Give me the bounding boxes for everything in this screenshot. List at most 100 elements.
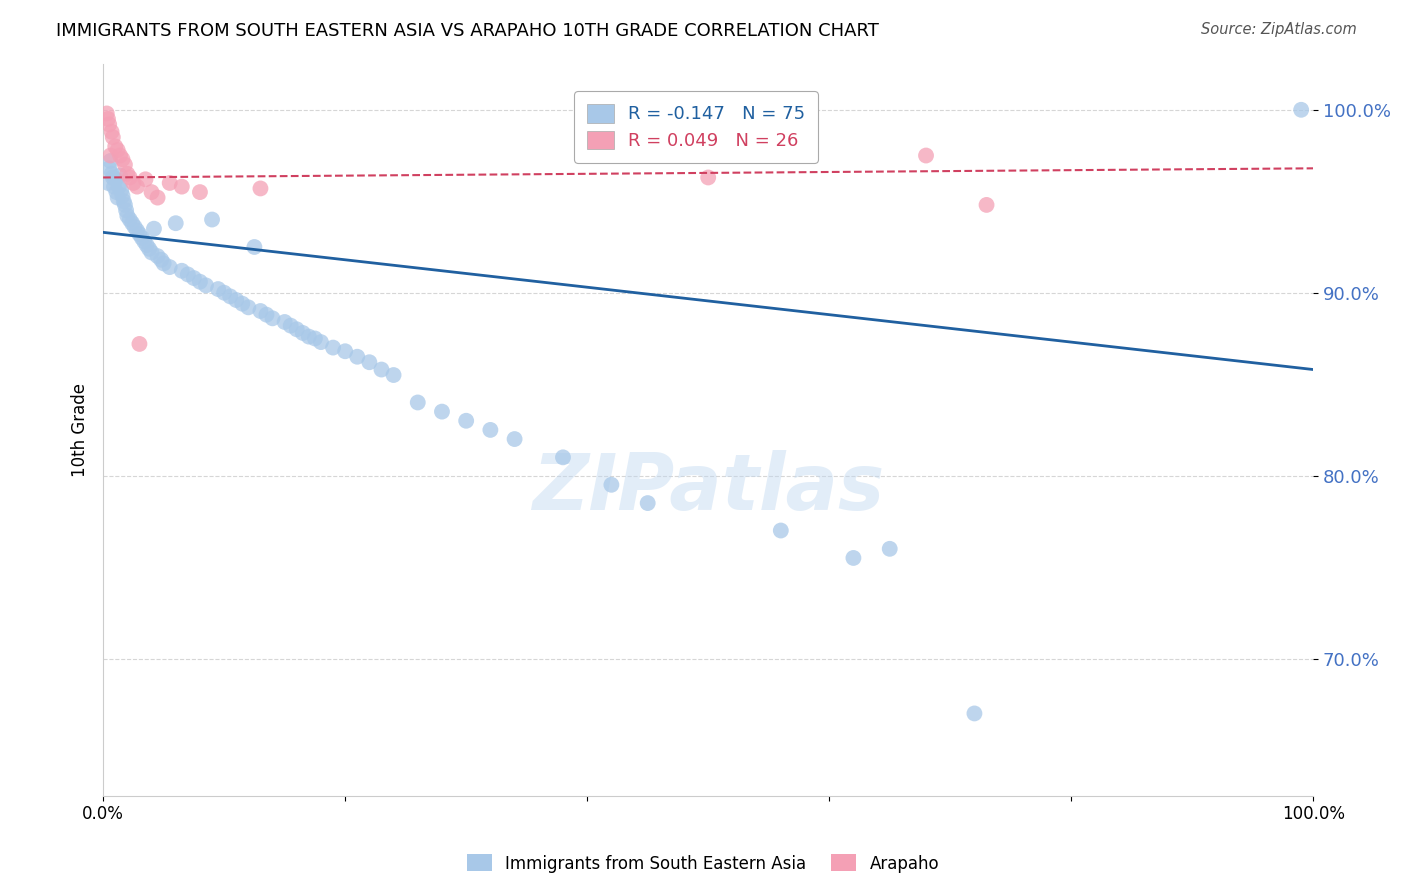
Point (177, 268, 200, 282)
Point (188, 185, 211, 199)
Legend: R = -0.147   N = 75, R = 0.049   N = 26: R = -0.147 N = 75, R = 0.049 N = 26 (574, 91, 818, 162)
Point (322, 341, 344, 355)
Point (134, 235, 156, 249)
Point (359, 355, 381, 369)
Point (142, 221, 165, 235)
Point (159, 176, 181, 190)
Point (238, 301, 260, 315)
Point (97, 176, 120, 190)
Point (697, 170, 720, 185)
Point (96, 106, 118, 120)
Point (150, 252, 173, 267)
Point (104, 139, 127, 153)
Point (107, 191, 129, 205)
Point (128, 227, 150, 242)
Point (183, 271, 205, 285)
Point (125, 223, 148, 237)
Point (304, 331, 326, 345)
Point (456, 414, 478, 428)
Point (100, 125, 122, 139)
Point (195, 278, 218, 293)
Point (117, 167, 139, 181)
Point (135, 238, 157, 252)
Text: ZIPatlas: ZIPatlas (531, 450, 884, 526)
Point (249, 304, 271, 318)
Point (110, 183, 132, 197)
Point (146, 191, 169, 205)
Y-axis label: 10th Grade: 10th Grade (72, 383, 89, 477)
Point (111, 188, 134, 202)
Point (207, 282, 229, 296)
Point (100, 167, 122, 181)
Point (842, 551, 865, 566)
Point (551, 450, 574, 465)
Point (262, 311, 284, 326)
Point (243, 240, 266, 254)
Point (117, 209, 139, 223)
Point (134, 172, 156, 186)
Point (98, 161, 121, 176)
Point (1289, 103, 1312, 117)
Point (503, 432, 526, 446)
Point (273, 315, 295, 329)
Point (976, 198, 998, 212)
Point (101, 130, 124, 145)
Point (285, 322, 308, 336)
Point (114, 198, 136, 212)
Point (346, 350, 368, 364)
Point (128, 337, 150, 351)
Point (170, 179, 193, 194)
Point (118, 212, 141, 227)
Text: IMMIGRANTS FROM SOUTH EASTERN ASIA VS ARAPAHO 10TH GRADE CORRELATION CHART: IMMIGRANTS FROM SOUTH EASTERN ASIA VS AR… (56, 22, 879, 40)
Point (122, 176, 145, 190)
Point (125, 179, 148, 194)
Point (201, 212, 224, 227)
Point (406, 395, 429, 409)
Point (107, 143, 129, 157)
Point (479, 423, 502, 437)
Point (138, 242, 160, 256)
Point (963, 706, 986, 721)
Point (141, 185, 163, 199)
Point (280, 318, 302, 333)
Point (637, 496, 659, 510)
Point (212, 285, 235, 300)
Point (152, 256, 174, 270)
Point (131, 231, 153, 245)
Point (165, 216, 187, 230)
Point (100, 154, 122, 169)
Point (915, 148, 938, 162)
Point (370, 362, 392, 376)
Point (100, 148, 122, 162)
Point (170, 264, 193, 278)
Point (769, 524, 792, 538)
Point (121, 216, 143, 230)
Point (108, 169, 131, 183)
Point (249, 181, 271, 195)
Point (219, 289, 242, 303)
Point (108, 148, 131, 162)
Point (114, 158, 136, 172)
Text: Source: ZipAtlas.com: Source: ZipAtlas.com (1201, 22, 1357, 37)
Point (159, 260, 181, 274)
Point (298, 329, 321, 343)
Point (118, 170, 141, 185)
Point (101, 170, 124, 185)
Point (112, 194, 135, 209)
Point (108, 179, 131, 194)
Point (333, 344, 356, 359)
Point (430, 404, 453, 418)
Point (382, 368, 405, 382)
Point (98, 117, 121, 131)
Point (105, 185, 128, 199)
Point (879, 541, 901, 556)
Point (225, 293, 247, 307)
Point (291, 326, 314, 340)
Point (146, 249, 169, 263)
Point (141, 245, 163, 260)
Point (600, 477, 623, 491)
Legend: Immigrants from South Eastern Asia, Arapaho: Immigrants from South Eastern Asia, Arap… (460, 847, 946, 880)
Point (256, 308, 278, 322)
Point (111, 152, 134, 166)
Point (309, 335, 332, 350)
